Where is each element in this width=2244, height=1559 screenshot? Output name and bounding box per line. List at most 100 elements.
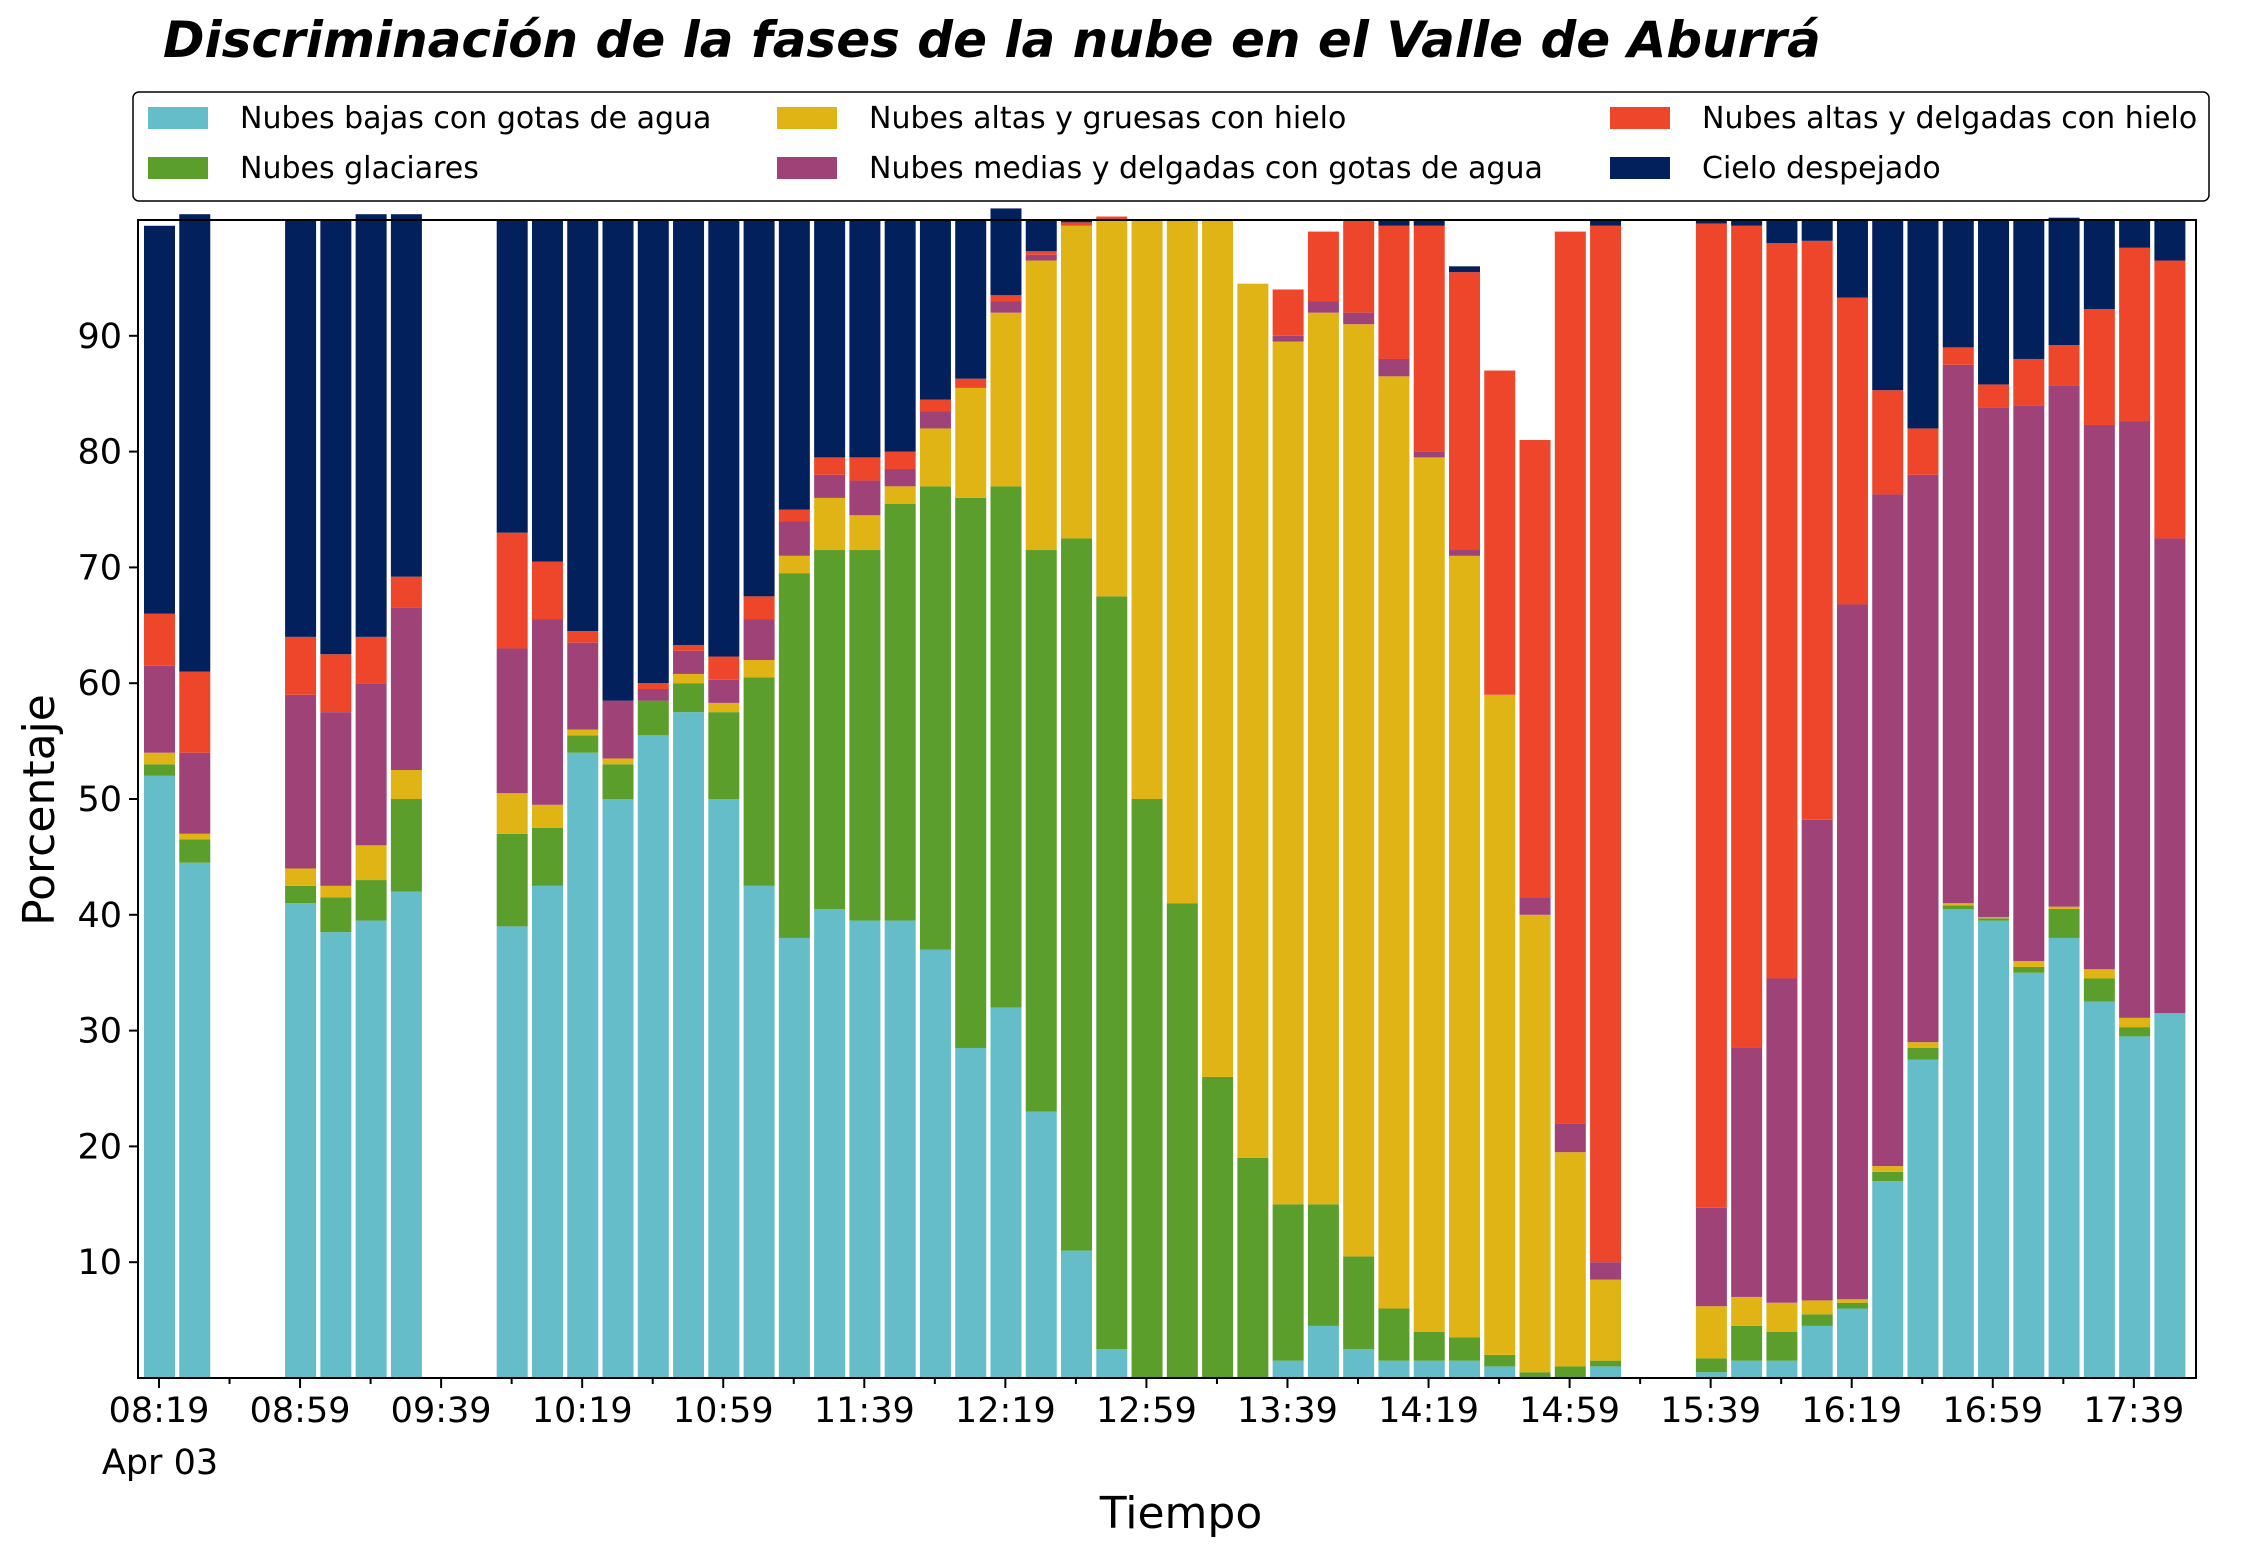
bar-segment-55-5 — [2083, 220, 2115, 310]
bar-segment-37-2 — [1448, 555, 1480, 1338]
bar-segment-57-3 — [2154, 538, 2186, 1014]
bar-segment-0-0 — [144, 775, 175, 1378]
bar-segment-53-5 — [2013, 220, 2045, 359]
bar-segment-24-5 — [990, 208, 1022, 296]
x-tick-label-9: 14:19 — [1378, 1391, 1479, 1431]
x-tick-label-5: 11:39 — [814, 1391, 915, 1431]
bar-segment-32-2 — [1272, 341, 1304, 1205]
bar-segment-23-1 — [955, 497, 987, 1048]
bar-segment-13-1 — [602, 764, 634, 799]
bar-segment-17-0 — [743, 885, 775, 1378]
bar-segment-22-3 — [919, 411, 951, 429]
bar-segment-56-3 — [2119, 421, 2151, 1018]
bar-segment-11-4 — [531, 561, 563, 620]
x-tick-label-12: 16:19 — [1801, 1391, 1902, 1431]
bar-segment-11-3 — [531, 619, 563, 805]
bar-segment-47-0 — [1801, 1325, 1833, 1378]
bar-segment-22-5 — [919, 220, 951, 400]
x-tick-label-8: 13:39 — [1237, 1391, 1338, 1431]
bar-segment-46-4 — [1766, 243, 1798, 979]
bar-segment-32-4 — [1272, 289, 1304, 336]
x-tick-label-11: 15:39 — [1660, 1391, 1761, 1431]
bar-segment-29-2 — [1166, 220, 1198, 904]
bar-segment-19-4 — [814, 457, 846, 475]
bar-segment-7-3 — [390, 607, 422, 771]
bar-segment-50-5 — [1907, 220, 1939, 429]
bar-segment-4-3 — [285, 694, 317, 869]
legend-label-3: Nubes medias y delgadas con gotas de agu… — [869, 151, 1543, 186]
x-axis: 08:19 08:59 09:39 10:19 10:59 11:39 12:19 12:59… — [109, 1378, 2184, 1431]
bar-segment-33-1 — [1307, 1204, 1339, 1326]
bar-segment-0-1 — [144, 764, 175, 776]
bar-segment-14-0 — [637, 735, 669, 1378]
bar-segment-21-1 — [884, 503, 916, 921]
bar-segment-4-0 — [285, 903, 317, 1378]
bar-segment-35-5 — [1378, 220, 1410, 226]
bar-segment-50-0 — [1907, 1059, 1939, 1378]
bar-segment-18-4 — [778, 509, 810, 522]
bar-segment-22-0 — [919, 949, 951, 1378]
bar-segment-40-1 — [1554, 1366, 1586, 1378]
bar-segment-10-3 — [496, 648, 528, 794]
bar-segment-0-4 — [144, 613, 175, 666]
bar-segment-35-1 — [1378, 1308, 1410, 1361]
bar-segment-19-3 — [814, 474, 846, 498]
bar-segment-28-2 — [1131, 220, 1163, 799]
x-tick-label-4: 10:59 — [673, 1391, 774, 1431]
bar-segment-34-1 — [1343, 1256, 1375, 1350]
bar-segment-37-5 — [1448, 266, 1480, 273]
bar-segment-7-1 — [390, 799, 422, 892]
bar-segment-12-0 — [567, 752, 599, 1378]
bar-segment-21-2 — [884, 486, 916, 504]
bar-segment-16-3 — [708, 679, 740, 703]
y-tick-label-60: 60 — [77, 664, 122, 704]
bar-segment-4-4 — [285, 636, 317, 695]
bar-segment-0-3 — [144, 665, 175, 753]
bar-segment-15-0 — [673, 712, 705, 1378]
bar-segment-19-5 — [814, 220, 846, 458]
bar-segment-33-4 — [1307, 231, 1339, 302]
bar-segment-54-5 — [2048, 217, 2080, 346]
bar-segment-22-1 — [919, 486, 951, 950]
bar-segment-46-5 — [1766, 220, 1798, 244]
bar-segment-4-2 — [285, 868, 317, 886]
bar-segment-12-4 — [567, 631, 599, 643]
bar-segment-37-1 — [1448, 1337, 1480, 1361]
bar-segment-31-1 — [1237, 1157, 1269, 1378]
bar-segment-37-4 — [1448, 272, 1480, 551]
bar-segment-21-4 — [884, 451, 916, 469]
bar-segment-15-1 — [673, 683, 705, 713]
legend-swatch-0 — [148, 107, 208, 129]
bar-segment-48-2 — [1836, 1299, 1868, 1303]
bar-segment-26-4 — [1061, 222, 1093, 226]
bar-segment-13-5 — [602, 220, 634, 701]
bar-segment-20-5 — [849, 220, 881, 458]
bar-segment-30-2 — [1202, 220, 1234, 1077]
bar-segment-0-2 — [144, 752, 175, 765]
bar-segment-34-2 — [1343, 324, 1375, 1257]
bar-segment-39-4 — [1519, 440, 1551, 898]
x-tick-label-13: 16:59 — [1942, 1391, 2043, 1431]
bar-segment-11-2 — [531, 804, 563, 828]
bar-segment-36-0 — [1413, 1360, 1445, 1378]
bar-segment-39-2 — [1519, 914, 1551, 1373]
bar-segment-24-3 — [990, 301, 1022, 313]
bar-segment-17-1 — [743, 677, 775, 886]
chart-title: Discriminación de la fases de la nube en… — [163, 11, 1821, 69]
bar-segment-54-2 — [2048, 906, 2080, 910]
bar-segment-16-0 — [708, 799, 740, 1378]
bar-segment-14-5 — [637, 220, 669, 684]
bar-segment-1-3 — [179, 752, 211, 834]
bar-segment-34-3 — [1343, 312, 1375, 325]
bar-segment-24-0 — [990, 1007, 1022, 1378]
bar-segment-4-5 — [285, 220, 317, 637]
bar-segment-15-3 — [673, 650, 705, 674]
legend-label-5: Cielo despejado — [1702, 151, 1941, 186]
bar-segment-6-2 — [355, 845, 387, 881]
bar-segment-10-0 — [496, 926, 528, 1378]
bar-segment-5-5 — [320, 220, 352, 655]
bar-segment-49-5 — [1872, 220, 1904, 391]
bar-segment-20-4 — [849, 457, 881, 481]
bar-segment-23-5 — [955, 220, 987, 379]
bar-segment-7-0 — [390, 891, 422, 1378]
